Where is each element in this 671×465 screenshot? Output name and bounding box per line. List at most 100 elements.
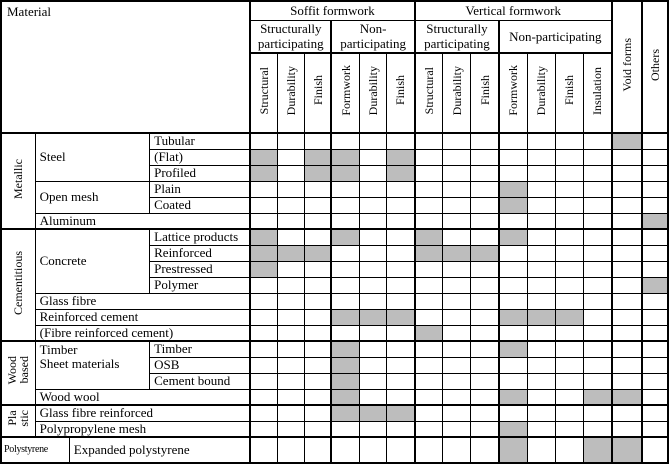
col-header-soffit-np-finish: Finish: [386, 52, 416, 134]
applicability-cell: [276, 260, 305, 278]
applicability-cell: [554, 324, 584, 342]
applicability-cell: [526, 436, 556, 464]
col-label: Structural: [422, 66, 437, 115]
applicability-cell: [276, 196, 305, 214]
applicability-cell: [640, 372, 669, 390]
col-header-vertical-np-formwork: Formwork: [498, 52, 528, 134]
vertical-formwork-header: Vertical formwork: [413, 0, 613, 21]
applicability-cell: [442, 228, 472, 246]
applicability-cell: [276, 148, 305, 166]
applicability-cell-marked: [554, 308, 584, 326]
applicability-cell: [582, 340, 613, 358]
soffit-structurally-participating-header: Structurally participating: [249, 19, 332, 54]
applicability-cell: [386, 340, 416, 358]
submaterial-cell: Coated: [149, 196, 251, 214]
applicability-cell: [303, 388, 332, 406]
applicability-cell: [640, 340, 669, 358]
applicability-cell-marked: [498, 436, 528, 464]
applicability-cell: [498, 276, 528, 294]
applicability-cell: [303, 228, 332, 246]
applicability-cell: [330, 260, 361, 278]
applicability-cell: [640, 260, 669, 278]
applicability-cell: [582, 308, 613, 326]
applicability-cell: [526, 148, 556, 166]
applicability-cell: [413, 260, 444, 278]
applicability-cell: [470, 372, 500, 390]
applicability-cell: [582, 180, 613, 198]
applicability-cell: [640, 196, 669, 214]
applicability-cell: [249, 404, 278, 422]
applicability-cell-marked: [330, 404, 361, 422]
applicability-cell: [276, 436, 305, 464]
applicability-cell: [498, 372, 528, 390]
col-header-vertical-durability: Durability: [442, 52, 472, 134]
applicability-cell: [470, 180, 500, 198]
applicability-cell-marked: [498, 228, 528, 246]
applicability-cell: [413, 388, 444, 406]
applicability-cell: [413, 420, 444, 438]
material-header: Material: [0, 0, 251, 134]
applicability-cell: [303, 276, 332, 294]
applicability-cell: [470, 340, 500, 358]
col-label: Durability: [534, 65, 549, 116]
applicability-cell: [386, 388, 416, 406]
col-label: Formwork: [506, 65, 521, 116]
vertical-non-participating-header: Non-participating: [498, 19, 613, 54]
applicability-cell: [498, 164, 528, 182]
void-forms-header: Void forms: [610, 0, 643, 134]
group-label-cementitious: Cementitious: [0, 228, 36, 342]
applicability-cell: [386, 372, 416, 390]
applicability-cell: [526, 404, 556, 422]
applicability-cell: [640, 404, 669, 422]
applicability-cell: [470, 420, 500, 438]
applicability-cell: [554, 164, 584, 182]
applicability-cell-marked: [330, 372, 361, 390]
applicability-cell: [386, 356, 416, 374]
material-cell-timber-sheet-materials: Timber Sheet materials: [34, 340, 151, 390]
applicability-cell: [330, 292, 361, 310]
applicability-cell-marked: [330, 340, 361, 358]
applicability-cell: [276, 132, 305, 150]
applicability-cell-marked: [386, 164, 416, 182]
applicability-cell: [470, 148, 500, 166]
applicability-cell: [249, 212, 278, 230]
group-label-metallic: Metallic: [0, 132, 36, 230]
applicability-cell: [276, 372, 305, 390]
vertical-structurally-participating-header: Structurally participating: [413, 19, 500, 54]
applicability-cell: [386, 436, 416, 464]
applicability-cell: [470, 356, 500, 374]
applicability-cell: [610, 260, 643, 278]
applicability-cell: [470, 212, 500, 230]
applicability-cell: [386, 228, 416, 246]
applicability-cell-marked: [249, 244, 278, 262]
applicability-cell: [386, 292, 416, 310]
applicability-cell: [413, 212, 444, 230]
applicability-cell-marked: [582, 388, 613, 406]
submaterial-cell: Lattice products: [149, 228, 251, 246]
applicability-cell-marked: [386, 308, 416, 326]
material-cell-aluminum: Aluminum: [34, 212, 251, 230]
applicability-cell: [554, 244, 584, 262]
applicability-cell: [554, 212, 584, 230]
applicability-cell: [386, 244, 416, 262]
applicability-cell: [303, 324, 332, 342]
applicability-cell: [276, 180, 305, 198]
applicability-cell: [303, 180, 332, 198]
applicability-cell: [554, 180, 584, 198]
applicability-cell: [554, 292, 584, 310]
applicability-cell-marked: [498, 388, 528, 406]
applicability-cell: [554, 356, 584, 374]
applicability-cell: [554, 420, 584, 438]
applicability-cell: [582, 244, 613, 262]
applicability-cell: [554, 132, 584, 150]
applicability-cell: [498, 260, 528, 278]
table-row: Wood wool: [1, 388, 669, 406]
applicability-cell: [640, 420, 669, 438]
applicability-cell: [359, 260, 388, 278]
applicability-cell: [303, 212, 332, 230]
applicability-cell: [442, 420, 472, 438]
applicability-cell-marked: [413, 228, 444, 246]
applicability-cell: [498, 324, 528, 342]
applicability-cell: [413, 404, 444, 422]
applicability-cell: [582, 164, 613, 182]
